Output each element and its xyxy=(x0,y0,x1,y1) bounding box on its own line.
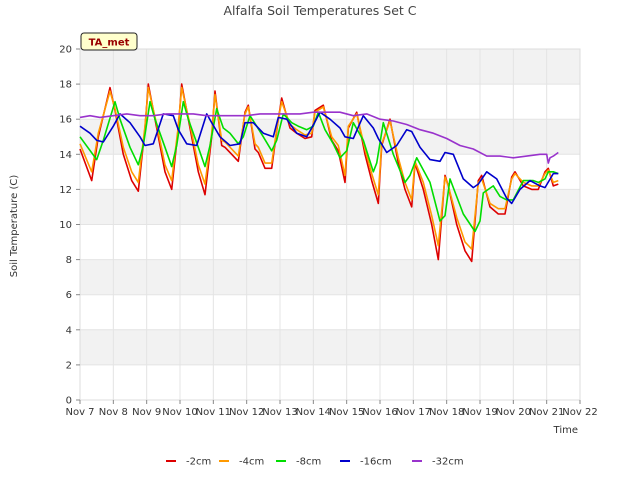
y-tick-label: 0 xyxy=(66,396,72,407)
x-tick-label: Nov 13 xyxy=(262,407,297,418)
x-axis-label: Time xyxy=(553,425,578,436)
y-tick-label: 8 xyxy=(66,255,72,266)
x-tick-label: Nov 10 xyxy=(162,407,197,418)
legend-label--16cm: -16cm xyxy=(360,457,392,468)
x-tick-label: Nov 12 xyxy=(229,407,264,418)
x-tick-label: Nov 20 xyxy=(496,407,531,418)
y-tick-label: 12 xyxy=(59,185,72,196)
ta-met-badge: TA_met xyxy=(80,32,138,51)
legend-label--4cm: -4cm xyxy=(239,457,264,468)
background-band xyxy=(80,224,580,260)
background-band xyxy=(80,329,580,365)
y-tick-label: 6 xyxy=(66,290,72,301)
background-band xyxy=(80,364,580,400)
background-band xyxy=(80,49,580,85)
chart-title: Alfalfa Soil Temperatures Set C xyxy=(224,3,417,18)
legend: -2cm -4cm -8cm -16cm -32cm xyxy=(166,457,464,468)
series-line--2cm xyxy=(79,83,559,263)
x-tick-label: Nov 7 xyxy=(65,407,94,418)
series-line--32cm xyxy=(79,111,559,164)
x-tick-label: Nov 21 xyxy=(529,407,564,418)
y-axis-label: Soil Temperature (C) xyxy=(9,175,20,278)
legend-label--2cm: -2cm xyxy=(186,457,211,468)
y-tick-label: 18 xyxy=(59,80,72,91)
series-layer xyxy=(79,83,559,263)
x-tick-label: Nov 14 xyxy=(296,407,331,418)
x-tick-label: Nov 15 xyxy=(329,407,364,418)
y-tick-label: 16 xyxy=(59,115,72,126)
x-tick-label: Nov 16 xyxy=(362,407,397,418)
background-band xyxy=(80,294,580,330)
badge-label: TA_met xyxy=(89,38,130,49)
y-tick-label: 14 xyxy=(59,150,72,161)
legend-label--32cm: -32cm xyxy=(432,457,464,468)
x-tick-label: Nov 9 xyxy=(132,407,161,418)
background-band xyxy=(80,154,580,190)
y-tick-label: 20 xyxy=(59,45,72,56)
x-tick-label: Nov 22 xyxy=(562,407,597,418)
x-tick-label: Nov 19 xyxy=(462,407,497,418)
x-tick-label: Nov 17 xyxy=(396,407,431,418)
x-tick-label: Nov 8 xyxy=(99,407,128,418)
x-tick-label: Nov 18 xyxy=(429,407,464,418)
y-tick-label: 10 xyxy=(59,220,72,231)
y-axis-ticks: 0 2 4 6 8 10 12 14 16 18 20 xyxy=(59,45,80,407)
y-tick-label: 4 xyxy=(66,325,72,336)
background-band xyxy=(80,259,580,295)
legend-label--8cm: -8cm xyxy=(296,457,321,468)
y-tick-label: 2 xyxy=(66,360,72,371)
x-tick-label: Nov 11 xyxy=(196,407,231,418)
